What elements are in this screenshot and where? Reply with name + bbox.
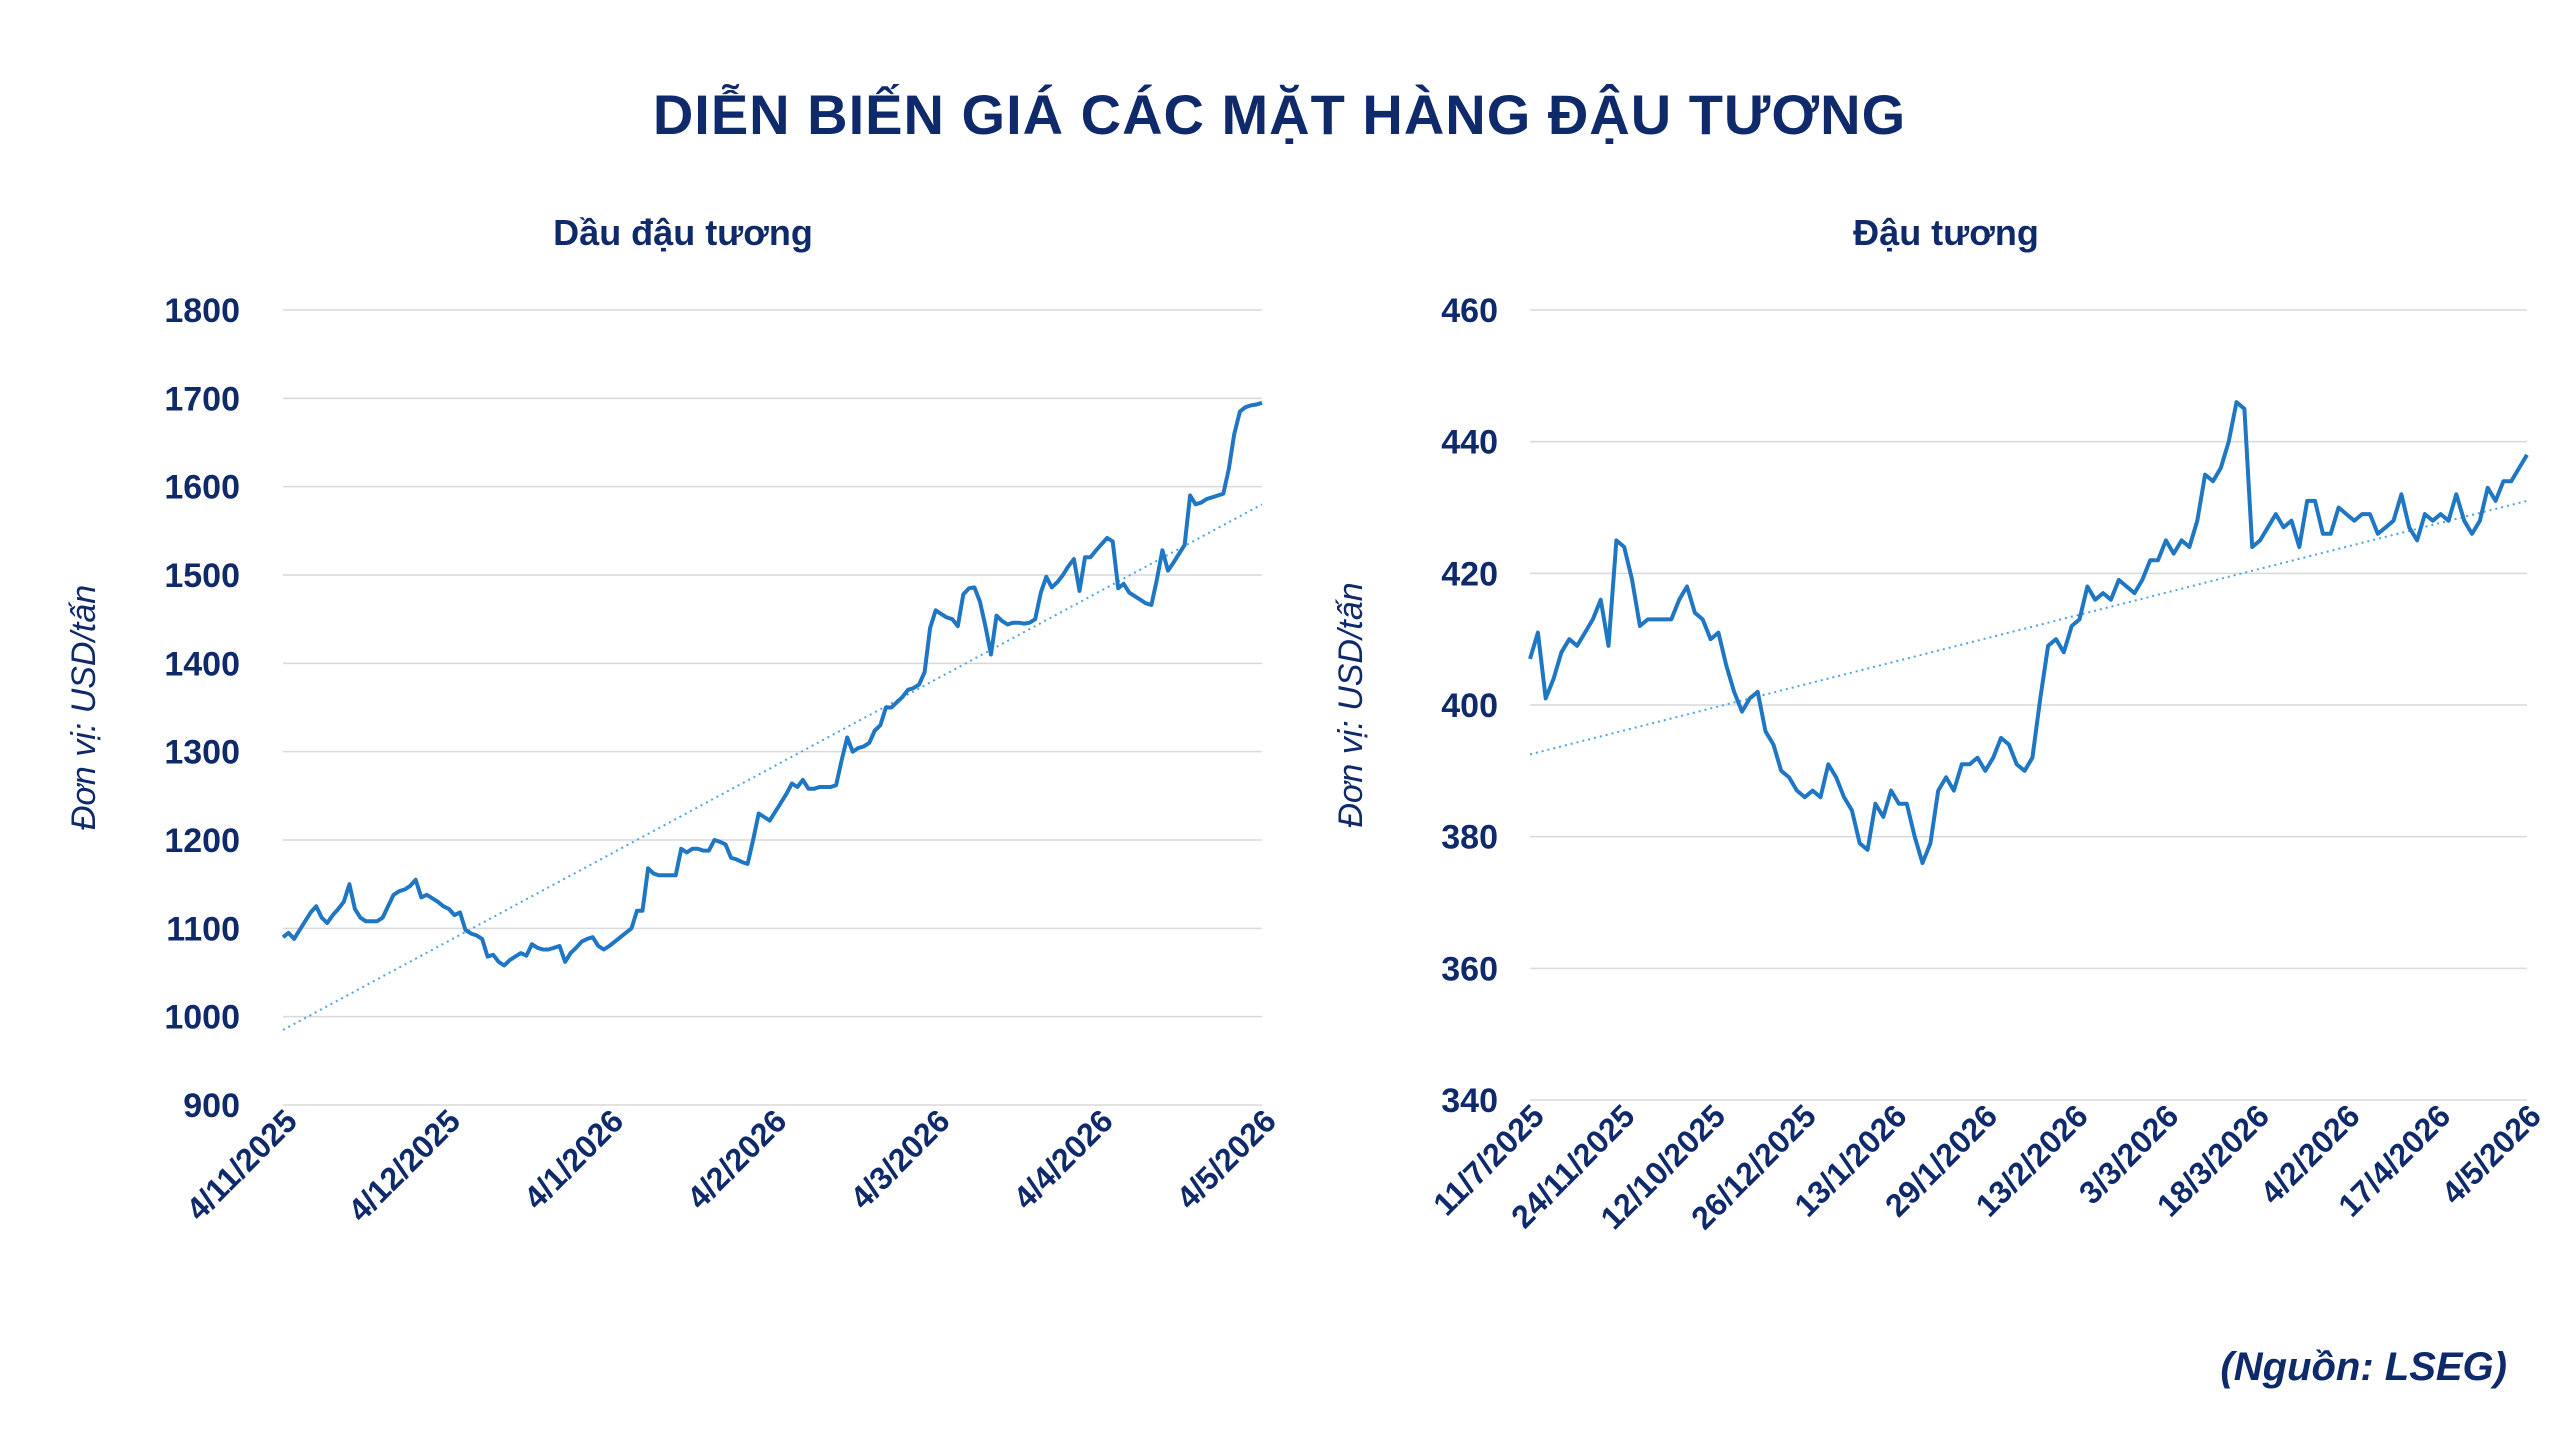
y-tick-label: 1300 (164, 734, 240, 772)
y-tick-label: 1400 (164, 645, 240, 683)
y-tick-label: 380 (1441, 819, 1498, 857)
page-title: DIỄN BIẾN GIÁ CÁC MẶT HÀNG ĐẬU TƯƠNG (652, 83, 1907, 146)
y-tick-label: 400 (1441, 687, 1498, 725)
y-tick-label: 340 (1441, 1082, 1498, 1120)
y-tick-label: 420 (1441, 555, 1498, 593)
y-tick-label: 1200 (164, 822, 240, 860)
y-tick-label: 1700 (164, 380, 240, 418)
y-axis-label: Đơn vị: USD/tấn (65, 585, 103, 830)
source-note: (Nguồn: LSEG) (2220, 1345, 2507, 1389)
series-line (281, 400, 1263, 968)
chart-2: Đậu tương Đơn vị: USD/tấn 340 360 380 400 420 4… (1332, 212, 2548, 1236)
chart-title: Đậu tương (1853, 212, 2039, 253)
y-tick-label: 900 (183, 1087, 240, 1125)
y-tick-label: 1000 (164, 999, 240, 1037)
y-tick-label: 360 (1441, 950, 1498, 988)
x-tick-label: 4/5/2026 (2434, 1097, 2548, 1211)
y-tick-label: 1600 (164, 469, 240, 507)
x-tick-label: 4/4/2026 (1006, 1102, 1120, 1216)
y-tick-label: 460 (1441, 292, 1498, 330)
x-tick-label: 4/1/2026 (517, 1102, 631, 1216)
y-tick-label: 440 (1441, 424, 1498, 462)
y-tick-label: 1100 (166, 910, 240, 948)
trendline (1529, 499, 2528, 756)
x-tick-label: 4/12/2025 (341, 1102, 467, 1228)
x-tick-label: 4/5/2026 (1169, 1102, 1283, 1216)
trendline (282, 503, 1263, 1031)
chart-title: Dầu đậu tương (553, 212, 813, 253)
y-tick-label: 1800 (164, 292, 240, 330)
x-tick-label: 4/2/2026 (680, 1102, 794, 1216)
y-axis-label: Đơn vị: USD/tấn (1332, 582, 1370, 827)
x-tick-label: 4/3/2026 (843, 1102, 957, 1216)
y-tick-label: 1500 (164, 557, 240, 595)
series-line (1528, 400, 2529, 865)
chart-1: Dầu đậu tương Đơn vị: USD/tấn 900 1000 1100 1… (65, 212, 1283, 1229)
